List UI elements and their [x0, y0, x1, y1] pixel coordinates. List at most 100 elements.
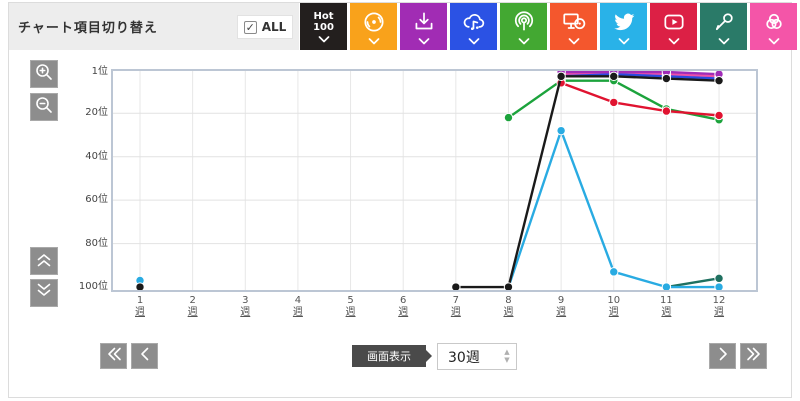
chart-type-button-composite[interactable] [750, 3, 797, 50]
page-next-button[interactable] [709, 343, 736, 369]
x-tick-week-link[interactable]: 週 [135, 307, 145, 318]
data-point-hot100-week-8 [503, 282, 514, 292]
data-point-hot100-week-11 [661, 73, 672, 84]
y-tick-20位: 20位 [85, 107, 108, 119]
spinner-up-icon[interactable]: ▲ [504, 348, 510, 356]
scroll-down-icon [32, 279, 56, 307]
chart-type-button-download[interactable] [400, 3, 447, 50]
x-tick-week-number: 7 [452, 295, 460, 306]
spinner-down-icon[interactable]: ▼ [504, 356, 510, 364]
data-point-twitter-week-9 [556, 125, 566, 136]
x-tick-week-link[interactable]: 週 [240, 307, 251, 318]
chevron-down-icon [718, 37, 730, 45]
display-range-spinner[interactable]: 30週 ▲ ▼ [437, 343, 517, 370]
x-tick-week-number: 1 [136, 295, 144, 306]
y-tick-80位: 80位 [85, 237, 108, 249]
checkbox-checked-icon[interactable]: ✓ [243, 20, 257, 34]
page-first-button[interactable] [100, 343, 127, 369]
y-tick-100位: 100位 [78, 281, 108, 293]
series-line-download [561, 70, 720, 76]
data-point-video-week-10 [609, 97, 619, 108]
data-point-twitter-week-11 [661, 282, 672, 292]
page-last-button[interactable] [740, 343, 767, 369]
x-tick-week-number: 2 [189, 295, 196, 306]
page-last-icon [742, 342, 766, 370]
x-tick-week-10[interactable]: 10 週 [594, 295, 634, 319]
data-point-hot100-week-7 [451, 282, 461, 292]
chart-type-button-radio[interactable] [500, 3, 547, 50]
x-tick-week-link[interactable]: 週 [345, 307, 356, 318]
chart-type-button-hot100[interactable]: Hot 100 [300, 3, 347, 50]
data-point-twitter-week-10 [609, 267, 619, 277]
chart-type-button-streaming[interactable] [450, 3, 497, 50]
y-tick-60位: 60位 [85, 194, 108, 206]
display-range-label-text: 画面表示 [367, 350, 411, 363]
x-tick-week-link[interactable]: 週 [661, 307, 672, 318]
scroll-up-icon [32, 247, 56, 275]
page-prev-icon [133, 342, 157, 370]
scroll-up-button[interactable] [30, 247, 58, 275]
chevron-down-icon [568, 37, 580, 45]
play-icon [661, 9, 687, 35]
chevron-down-icon [368, 37, 380, 45]
series-line-karaoke [666, 277, 720, 289]
x-tick-week-11[interactable]: 11 週 [646, 295, 686, 319]
scroll-down-button[interactable] [30, 279, 58, 307]
all-checkbox[interactable]: ✓ ALL [237, 15, 293, 39]
chart-type-button-cd-sales[interactable] [350, 3, 397, 50]
data-point-video-week-11 [661, 106, 672, 116]
zoom-out-icon [32, 93, 56, 121]
x-tick-week-number: 9 [557, 295, 565, 306]
spinner-arrows[interactable]: ▲ ▼ [498, 349, 516, 364]
x-tick-week-link[interactable]: 週 [608, 307, 619, 318]
x-tick-week-link[interactable]: 週 [714, 307, 725, 318]
chevron-down-icon [768, 37, 780, 45]
x-tick-week-link[interactable]: 週 [398, 307, 409, 318]
disc-icon [361, 9, 387, 35]
data-point-hot100-week-9 [556, 71, 566, 82]
x-tick-week-12[interactable]: 12 週 [699, 295, 739, 319]
x-tick-week-link[interactable]: 週 [292, 307, 303, 318]
page-prev-button[interactable] [131, 343, 158, 369]
data-point-karaoke-week-12 [714, 273, 724, 284]
x-tick-week-number: 10 [607, 295, 621, 306]
chart-type-button-twitter[interactable] [600, 3, 647, 50]
x-tick-week-link[interactable]: 週 [503, 307, 514, 318]
page-first-icon [102, 342, 126, 370]
chart-type-button-lookup[interactable] [550, 3, 597, 50]
x-tick-week-number: 3 [242, 295, 249, 306]
x-tick-week-link[interactable]: 週 [187, 307, 198, 318]
chart-type-button-karaoke[interactable] [700, 3, 747, 50]
zoom-out-button[interactable] [30, 93, 58, 121]
x-tick-week-number: 4 [294, 295, 302, 306]
zoom-in-button[interactable] [30, 60, 58, 88]
series-line-hot100 [455, 75, 720, 289]
label-notch [426, 350, 432, 362]
x-tick-week-link[interactable]: 週 [556, 307, 567, 318]
display-range-label: 画面表示 [352, 345, 432, 367]
data-point-video-week-12 [714, 110, 724, 121]
x-tick-week-number: 11 [660, 295, 673, 306]
chevron-down-icon [468, 37, 480, 45]
chart-type-button-row: Hot 100 [300, 3, 797, 50]
data-point-hot100-week-1 [135, 282, 145, 292]
broadcast-icon [511, 9, 537, 35]
microphone-icon [711, 9, 737, 35]
data-point-hot100-week-12 [714, 75, 724, 86]
x-tick-week-link[interactable]: 週 [450, 307, 461, 318]
chart-type-button-video[interactable] [650, 3, 697, 50]
all-checkbox-label: ALL [261, 20, 287, 34]
page-next-icon [711, 342, 735, 370]
chevron-down-icon [668, 37, 680, 45]
page-title: チャート項目切り替え [18, 21, 158, 36]
